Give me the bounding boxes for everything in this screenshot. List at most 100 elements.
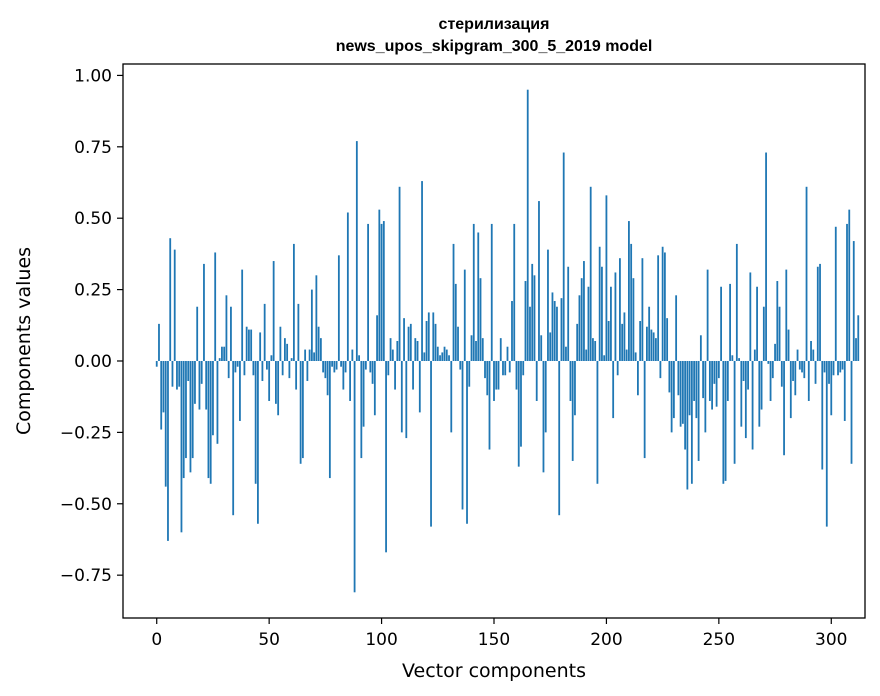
bar	[580, 278, 583, 361]
bar	[351, 349, 354, 361]
bar	[454, 283, 457, 361]
bar	[259, 332, 262, 361]
bar	[277, 360, 280, 416]
bar	[439, 355, 441, 361]
y-axis-ticks: 1.00 0.75 0.50 0.25 0.00 −0.25 −0.50 −0.75	[60, 66, 123, 586]
bar	[445, 349, 448, 361]
y-tick-label: 1.00	[74, 66, 112, 86]
bar	[497, 360, 500, 390]
x-tick-label: 200	[590, 630, 622, 650]
bar	[317, 326, 320, 361]
bar	[185, 360, 187, 459]
bar	[421, 181, 423, 361]
bar	[427, 312, 430, 361]
bar	[776, 281, 779, 361]
bar	[160, 360, 163, 430]
bar	[601, 266, 603, 361]
bar	[738, 358, 740, 361]
bar	[328, 360, 331, 479]
bar	[310, 289, 313, 361]
bar	[376, 315, 378, 361]
bar	[801, 360, 803, 373]
bar	[553, 301, 556, 361]
bar	[504, 360, 507, 376]
bar	[661, 246, 664, 361]
bar	[418, 360, 421, 413]
bar	[690, 360, 693, 484]
bar	[681, 360, 684, 424]
bar	[308, 349, 311, 361]
bar	[749, 272, 752, 361]
bars-group	[155, 89, 860, 593]
x-tick-label: 150	[478, 630, 510, 650]
bar	[315, 275, 318, 361]
bar	[432, 312, 435, 361]
bar	[319, 338, 322, 361]
bar	[517, 360, 520, 467]
bar	[747, 360, 749, 390]
chart-title: стерилизация	[439, 16, 550, 33]
bar	[216, 360, 219, 444]
bar	[155, 360, 158, 367]
bar	[430, 360, 432, 527]
bar	[587, 286, 590, 361]
bar	[713, 360, 716, 384]
bar	[387, 360, 390, 376]
bar	[751, 360, 754, 450]
bar	[592, 338, 594, 361]
bar	[574, 360, 576, 416]
bar	[639, 321, 642, 361]
bar	[171, 360, 174, 387]
bar	[436, 346, 439, 361]
bar	[544, 360, 547, 433]
bar	[425, 321, 428, 361]
bar	[533, 275, 536, 361]
bar	[614, 272, 617, 361]
bar	[663, 252, 666, 361]
bar	[807, 360, 810, 401]
bar	[740, 360, 743, 427]
bar	[394, 360, 396, 390]
bar	[335, 360, 338, 370]
bar	[610, 286, 612, 361]
bar	[634, 352, 637, 361]
bar	[603, 355, 606, 361]
bar	[832, 360, 835, 376]
bar	[659, 360, 662, 379]
bar	[596, 360, 599, 484]
bar	[637, 360, 639, 396]
bar	[477, 232, 480, 361]
bar	[839, 360, 842, 373]
bar	[783, 360, 785, 456]
bar	[852, 241, 855, 361]
bar	[789, 360, 792, 419]
bar	[722, 360, 725, 484]
bar	[742, 360, 745, 381]
bar	[830, 360, 833, 416]
y-axis-label: Components values	[13, 247, 35, 435]
x-axis-label: Vector components	[402, 660, 586, 682]
bar	[589, 186, 592, 361]
bar	[346, 212, 349, 361]
bar	[565, 346, 567, 361]
bar	[679, 360, 682, 427]
bar	[344, 360, 347, 373]
bar	[261, 360, 264, 381]
bar	[787, 329, 790, 361]
bar	[479, 278, 482, 361]
bar	[241, 269, 244, 361]
bar	[607, 321, 610, 361]
bar	[816, 266, 819, 361]
bar	[621, 323, 624, 361]
bar	[324, 360, 327, 379]
bar	[488, 360, 491, 450]
bar	[373, 360, 376, 416]
bar	[490, 223, 493, 361]
bar	[686, 360, 689, 490]
bar	[301, 360, 304, 459]
bar	[283, 338, 286, 361]
bar	[731, 355, 734, 361]
bar	[735, 243, 738, 361]
bar	[263, 303, 266, 361]
bar	[371, 360, 374, 384]
